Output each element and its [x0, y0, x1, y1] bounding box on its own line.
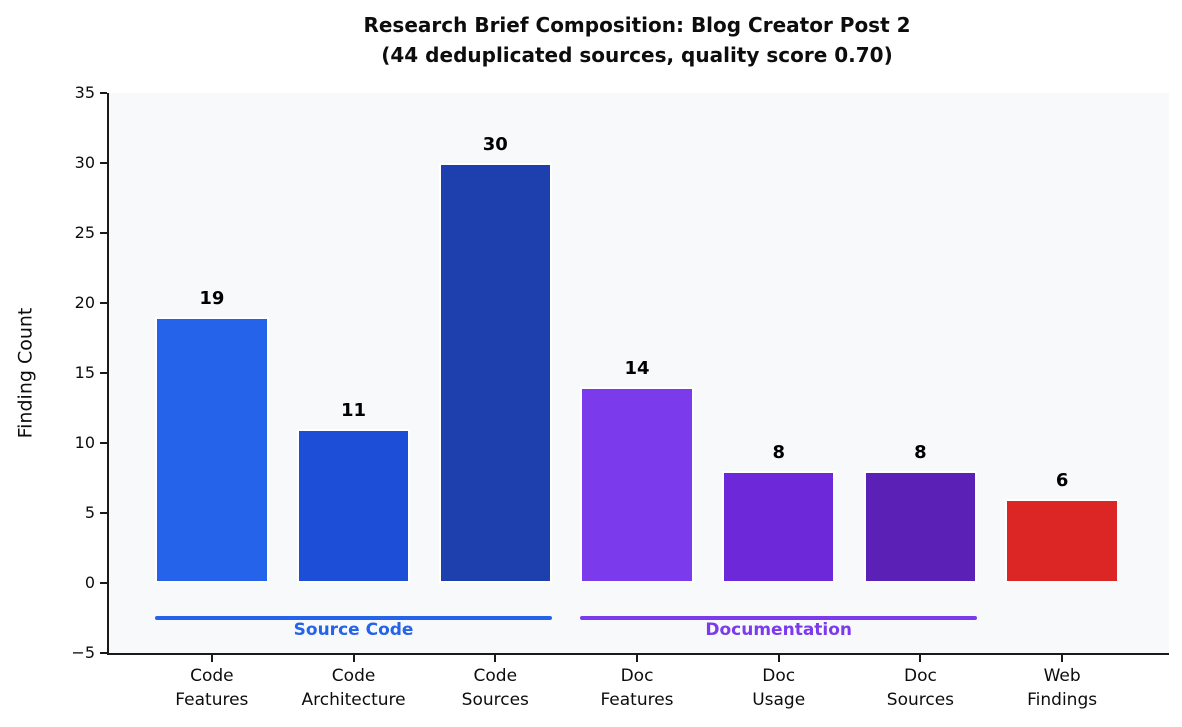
- x-axis-tick: [1061, 655, 1064, 662]
- group-label-documentation: Documentation: [705, 620, 853, 640]
- x-tick-label: Doc Features: [600, 666, 674, 710]
- bar-value-label: 14: [624, 358, 650, 379]
- y-axis-tick: [100, 652, 107, 654]
- bar-doc-usage: [722, 471, 836, 583]
- y-tick-label: 20: [74, 293, 95, 312]
- group-label-source-code: Source Code: [293, 620, 414, 640]
- y-tick-label: 15: [74, 363, 95, 382]
- y-axis-label-wrap: Finding Count: [2, 93, 48, 653]
- bar-value-label: 8: [772, 442, 785, 463]
- y-axis-tick: [100, 372, 107, 374]
- y-tick-label: 0: [84, 573, 95, 592]
- y-tick-label: 10: [74, 433, 95, 452]
- bar-web-findings: [1005, 499, 1119, 583]
- y-axis-tick: [100, 232, 107, 234]
- x-axis-tick: [494, 655, 497, 662]
- y-tick-label: 5: [84, 503, 95, 522]
- bar-value-label: 6: [1055, 470, 1069, 491]
- bar-value-label: 11: [341, 400, 367, 421]
- chart-title-line2: (44 deduplicated sources, quality score …: [381, 43, 893, 67]
- bar-code-features: [155, 317, 269, 583]
- bar-value-label: 8: [914, 442, 927, 463]
- bar-code-sources: [438, 163, 552, 583]
- bar-value-label: 19: [199, 288, 225, 309]
- y-tick-label: −5: [71, 643, 95, 662]
- x-tick-label: Web Findings: [1027, 666, 1098, 710]
- bar-doc-sources: [863, 471, 978, 583]
- x-axis-tick: [919, 655, 922, 662]
- x-axis-tick: [777, 655, 780, 662]
- y-axis-tick: [100, 92, 107, 94]
- x-tick-label: Code Sources: [461, 666, 529, 710]
- y-axis-tick: [100, 442, 107, 444]
- x-tick-label: Code Features: [175, 666, 249, 710]
- x-tick-label: Doc Usage: [752, 666, 806, 710]
- y-axis-tick: [100, 512, 107, 514]
- x-axis-tick: [210, 655, 213, 662]
- y-axis-tick: [100, 302, 107, 304]
- y-tick-label: 30: [74, 153, 95, 172]
- y-tick-label: 25: [74, 223, 95, 242]
- x-tick-label: Doc Sources: [886, 666, 955, 710]
- x-axis-tick: [352, 655, 355, 662]
- y-axis-tick: [100, 162, 107, 164]
- y-tick-label: 35: [74, 83, 95, 102]
- x-axis-tick: [636, 655, 638, 662]
- y-axis-label: Finding Count: [14, 307, 36, 439]
- bar-code-architecture: [296, 429, 411, 583]
- chart-title: Research Brief Composition: Blog Creator…: [107, 10, 1167, 70]
- chart-title-line1: Research Brief Composition: Blog Creator…: [363, 13, 911, 37]
- y-axis-tick: [100, 582, 107, 584]
- bar-value-label: 30: [482, 134, 508, 155]
- bar-doc-features: [580, 387, 694, 583]
- x-tick-label: Code Architecture: [301, 666, 406, 710]
- group-line-source-code: [155, 616, 552, 620]
- group-line-documentation: [580, 616, 978, 620]
